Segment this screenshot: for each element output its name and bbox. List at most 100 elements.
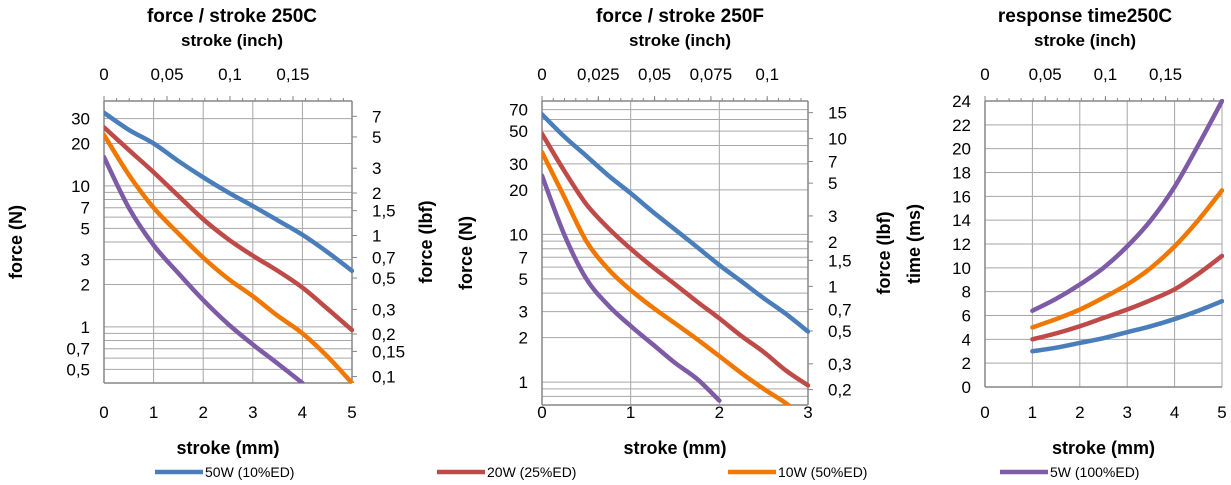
series-line-5w: [1030, 99, 1224, 313]
y2-tick-label: 1: [828, 277, 837, 296]
y2-tick-label: 2: [372, 184, 381, 203]
y-tick-label: 1: [81, 318, 90, 337]
y2-tick-label: 7: [372, 107, 381, 126]
y-tick-label: 22: [952, 116, 971, 135]
x-tick-label: 3: [1122, 403, 1131, 422]
legend-label: 20W (25%ED): [487, 464, 576, 480]
chart-2: force / stroke 250F stroke (inch) 0 0,025 0,…: [456, 6, 894, 458]
x-tick-label: 0: [537, 403, 546, 422]
y-tick-label: 16: [952, 187, 971, 206]
top-tick-label: 0,1: [218, 65, 242, 84]
x-axis-label: stroke (mm): [623, 438, 726, 458]
chart-title: force / stroke 250F: [596, 6, 764, 27]
y-tick-label: 8: [962, 283, 971, 302]
top-tick-label: 0,05: [1029, 65, 1062, 84]
x-axis-label: stroke (mm): [1052, 438, 1155, 458]
y-tick-label: 30: [71, 110, 90, 129]
top-axis-title: stroke (inch): [629, 31, 731, 50]
top-tick-label: 0,15: [276, 65, 309, 84]
x-tick-label: 1: [149, 403, 158, 422]
y-tick-label: 2: [962, 354, 971, 373]
legend-label: 10W (50%ED): [778, 464, 867, 480]
y2-tick-label: 0,3: [828, 355, 852, 374]
y2-tick-label: 10: [828, 130, 847, 149]
y2-axis-label: force (lbf): [874, 211, 894, 294]
y-axis-label: force (N): [456, 216, 476, 290]
y2-tick-label: 1,5: [372, 202, 396, 221]
chart-title: force / stroke 250C: [147, 6, 317, 27]
x-tick-label: 3: [248, 403, 257, 422]
x-tick-label: 4: [298, 403, 307, 422]
x-tick-label: 3: [803, 403, 812, 422]
top-axis-title: stroke (inch): [181, 31, 283, 50]
y-tick-label: 5: [81, 219, 90, 238]
x-tick-label: 2: [1075, 403, 1084, 422]
series-line-20w: [104, 125, 354, 333]
series-line-10w: [542, 149, 793, 405]
y-tick-label: 30: [509, 155, 528, 174]
chart-3: response time250C stroke (inch) 0 0,05 0,1 0,…: [904, 6, 1227, 458]
y-tick-label: 4: [962, 330, 971, 349]
y-tick-label: 1: [519, 373, 528, 392]
x-tick-label: 0: [99, 403, 108, 422]
y2-tick-label: 2: [828, 233, 837, 252]
y2-tick-label: 5: [828, 174, 837, 193]
series-line-50w: [542, 112, 810, 334]
y2-tick-label: 0,1: [372, 367, 396, 386]
y-tick-label: 0: [962, 378, 971, 397]
series-line-5w: [542, 173, 722, 403]
y-axis-label: time (ms): [904, 204, 924, 284]
y-tick-label: 20: [509, 181, 528, 200]
legend: 50W (10%ED) 20W (25%ED) 10W (50%ED) 5W (100…: [155, 464, 1139, 480]
y-tick-label: 20: [952, 140, 971, 159]
series-line-50w: [1030, 298, 1224, 354]
top-tick-label: 0,075: [690, 65, 733, 84]
y-tick-label: 7: [81, 199, 90, 218]
y2-tick-label: 3: [828, 207, 837, 226]
legend-label: 5W (100%ED): [1050, 464, 1139, 480]
series-line-5w: [104, 154, 305, 383]
top-axis-title: stroke (inch): [1034, 31, 1136, 50]
y2-tick-label: 0,2: [828, 381, 852, 400]
top-tick-label: 0,05: [638, 65, 671, 84]
y-tick-label: 2: [519, 329, 528, 348]
top-tick-label: 0: [537, 65, 546, 84]
y-tick-label: 14: [952, 211, 971, 230]
chart-title: response time250C: [998, 6, 1173, 27]
top-tick-label: 0,15: [1149, 65, 1182, 84]
y2-tick-label: 0,15: [372, 342, 405, 361]
y2-tick-label: 0,5: [372, 269, 396, 288]
y2-tick-label: 1: [372, 226, 381, 245]
series-line-20w: [542, 131, 810, 388]
x-tick-label: 1: [1028, 403, 1037, 422]
y2-tick-label: 0,5: [828, 322, 852, 341]
y2-tick-label: 15: [828, 104, 847, 123]
y-tick-label: 5: [519, 270, 528, 289]
y-axis-label: force (N): [6, 205, 26, 279]
y-tick-label: 18: [952, 164, 971, 183]
y2-tick-label: 1,5: [828, 251, 852, 270]
x-tick-label: 2: [715, 403, 724, 422]
top-tick-label: 0,025: [577, 65, 620, 84]
y-tick-label: 7: [519, 248, 528, 267]
series-line-50w: [104, 110, 354, 274]
y2-tick-label: 3: [372, 159, 381, 178]
x-tick-label: 0: [980, 403, 989, 422]
y2-axis-label: force (lbf): [416, 200, 436, 283]
top-tick-label: 0,1: [1094, 65, 1118, 84]
x-tick-label: 1: [626, 403, 635, 422]
y-tick-label: 2: [81, 275, 90, 294]
y-tick-label: 6: [962, 307, 971, 326]
y-tick-label: 10: [509, 225, 528, 244]
x-axis-label: stroke (mm): [176, 438, 279, 458]
y-tick-label: 50: [509, 122, 528, 141]
y-tick-label: 70: [509, 101, 528, 120]
y2-tick-label: 0,2: [372, 325, 396, 344]
top-tick-label: 0: [980, 65, 989, 84]
series-line-10w: [104, 132, 354, 383]
y2-tick-label: 7: [828, 153, 837, 172]
x-tick-label: 5: [1217, 403, 1226, 422]
y-tick-label: 10: [952, 259, 971, 278]
y2-tick-label: 0,3: [372, 300, 396, 319]
